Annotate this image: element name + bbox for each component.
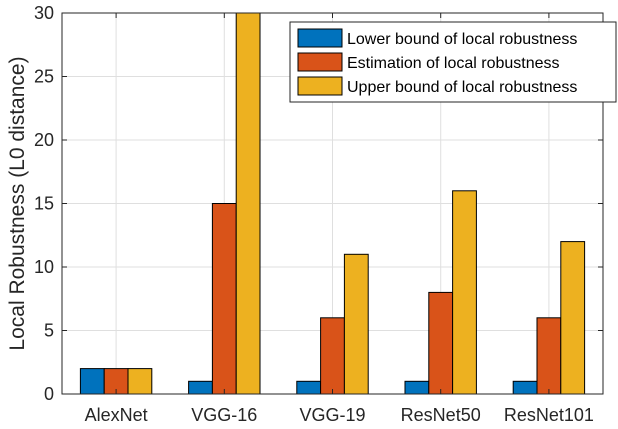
y-tick-label: 20 — [34, 130, 54, 150]
bar-series-3-vgg-19 — [343, 253, 369, 395]
legend-swatch-upper-bound — [297, 76, 343, 96]
bar-series-3-vgg-16 — [235, 12, 261, 395]
x-tick-label: AlexNet — [85, 405, 148, 425]
legend-label-lower-bound: Lower bound of local robustness — [347, 31, 577, 48]
legend-swatch-estimation — [297, 52, 343, 72]
y-tick-label: 10 — [34, 257, 54, 277]
bar-series-2-vgg-19 — [320, 317, 345, 395]
y-axis-label: Local Robustness (L0 distance) — [6, 56, 29, 350]
bar-series-1-vgg-16 — [188, 380, 213, 395]
y-tick-label: 15 — [34, 194, 54, 214]
legend: Lower bound of local robustness Estimati… — [289, 21, 617, 103]
bars — [79, 12, 586, 395]
bar-series-2-vgg-16 — [211, 203, 237, 395]
x-tick-label: ResNet50 — [401, 405, 481, 425]
x-tick-label: ResNet101 — [504, 405, 594, 425]
bar-series-2-resnet50 — [428, 291, 454, 395]
bar-series-1-resnet101 — [512, 380, 538, 395]
bar-series-1-alexnet — [79, 368, 105, 395]
bar-series-1-resnet50 — [404, 380, 430, 395]
bar-series-2-resnet101 — [536, 317, 562, 395]
x-tick-label: VGG-19 — [299, 405, 365, 425]
bar-series-3-resnet50 — [452, 190, 477, 395]
axis-ticks: 0 5 10 15 20 25 30 AlexNet VGG-16 VGG-19 ResNet50 R… — [34, 3, 603, 425]
x-tick-label: VGG-16 — [191, 405, 257, 425]
legend-label-upper-bound: Upper bound of local robustness — [347, 79, 577, 96]
bar-series-1-vgg-19 — [296, 380, 322, 395]
y-tick-label: 0 — [44, 384, 54, 404]
bar-series-3-alexnet — [127, 368, 153, 395]
y-tick-label: 25 — [34, 67, 54, 87]
legend-box — [289, 21, 617, 103]
legend-label-estimation: Estimation of local robustness — [347, 55, 560, 72]
y-tick-label: 30 — [34, 3, 54, 23]
legend-swatch-lower-bound — [297, 28, 343, 48]
bar-series-3-resnet101 — [560, 241, 586, 395]
y-tick-label: 5 — [44, 321, 54, 341]
